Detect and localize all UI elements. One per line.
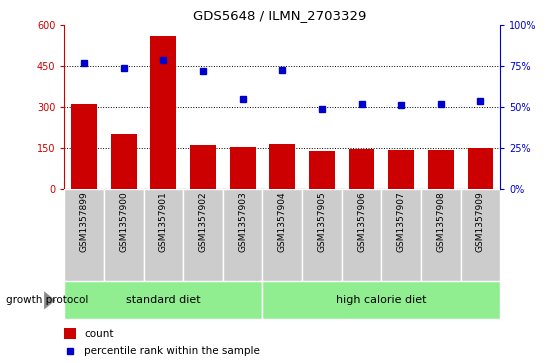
Bar: [111, 134, 136, 189]
Bar: [302, 189, 342, 281]
Text: GSM1357903: GSM1357903: [238, 192, 247, 252]
Bar: [349, 149, 375, 189]
Text: GSM1357902: GSM1357902: [198, 192, 207, 252]
Bar: [309, 151, 335, 189]
Text: GSM1357905: GSM1357905: [318, 192, 326, 252]
Bar: [421, 189, 461, 281]
Bar: [223, 189, 263, 281]
Bar: [468, 148, 494, 189]
Bar: [144, 189, 183, 281]
Bar: [230, 147, 255, 189]
Text: GSM1357904: GSM1357904: [278, 192, 287, 252]
Text: growth protocol: growth protocol: [6, 295, 88, 305]
Text: GSM1357907: GSM1357907: [397, 192, 406, 252]
Bar: [104, 189, 144, 281]
Bar: [381, 189, 421, 281]
Text: GSM1357906: GSM1357906: [357, 192, 366, 252]
Text: high calorie diet: high calorie diet: [336, 295, 427, 305]
Bar: [263, 281, 500, 319]
Bar: [269, 144, 295, 189]
Bar: [428, 150, 454, 189]
Text: GSM1357900: GSM1357900: [119, 192, 128, 252]
Text: GSM1357899: GSM1357899: [79, 192, 89, 252]
Bar: [263, 189, 302, 281]
Bar: [183, 189, 223, 281]
Text: GSM1357909: GSM1357909: [476, 192, 485, 252]
Bar: [150, 36, 176, 189]
Text: percentile rank within the sample: percentile rank within the sample: [84, 346, 260, 356]
Bar: [64, 281, 263, 319]
Text: GSM1357908: GSM1357908: [437, 192, 446, 252]
Bar: [64, 328, 77, 339]
Text: GDS5648 / ILMN_2703329: GDS5648 / ILMN_2703329: [193, 9, 366, 22]
Text: GSM1357901: GSM1357901: [159, 192, 168, 252]
Bar: [389, 150, 414, 189]
Text: count: count: [84, 329, 113, 339]
Bar: [64, 189, 104, 281]
Bar: [461, 189, 500, 281]
Text: standard diet: standard diet: [126, 295, 201, 305]
Bar: [190, 145, 216, 189]
Bar: [342, 189, 381, 281]
Bar: [71, 105, 97, 189]
